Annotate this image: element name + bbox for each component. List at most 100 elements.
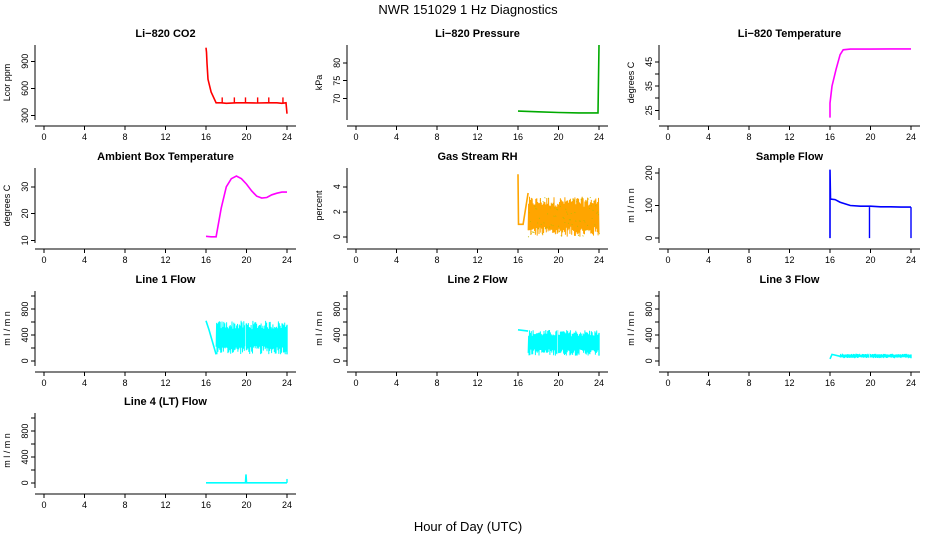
- y-tick-label: 600: [20, 81, 30, 96]
- x-tick-label: 0: [41, 500, 46, 510]
- panel-title: Line 3 Flow: [760, 274, 820, 286]
- y-tick-label: 0: [332, 358, 342, 363]
- x-tick-label: 24: [906, 255, 916, 265]
- plot-area: [517, 44, 600, 114]
- x-tick-label: 20: [865, 255, 875, 265]
- y-axis-label: degrees C: [626, 61, 636, 103]
- x-tick-label: 4: [706, 255, 711, 265]
- y-tick-label: 400: [20, 449, 30, 464]
- series-line: [829, 353, 841, 360]
- panel-line4: Line 4 (LT) Flow m l / m n 0 4 8 12 16 20 24 0 400…: [2, 396, 296, 510]
- panel-line1: Line 1 Flow m l / m n 0 4 8 12 16 20 24 0 400 800: [2, 274, 296, 388]
- panel-temperature: Li−820 Temperature degrees C 0 4 8 12 16 20 24 25…: [626, 28, 920, 142]
- x-tick-label: 20: [553, 255, 563, 265]
- x-tick-label: 24: [282, 132, 292, 142]
- plot-area: [206, 474, 288, 484]
- x-tick-label: 4: [706, 378, 711, 388]
- y-tick-label: 0: [20, 480, 30, 485]
- y-tick-label: 200: [644, 165, 654, 180]
- y-tick-label: 35: [644, 81, 654, 91]
- x-tick-label: 0: [353, 378, 358, 388]
- panel-title: Li−820 CO2: [135, 28, 195, 40]
- series-line: [517, 174, 529, 226]
- series-noise-band: [527, 196, 600, 237]
- series-line: [206, 474, 287, 484]
- x-tick-label: 0: [665, 378, 670, 388]
- plot-area: [205, 47, 288, 114]
- y-axis-label: m l / m n: [2, 311, 12, 346]
- y-tick-label: 75: [332, 76, 342, 86]
- x-tick-label: 12: [160, 500, 170, 510]
- x-tick-label: 24: [594, 255, 604, 265]
- y-tick-label: 800: [644, 302, 654, 317]
- x-tick-label: 24: [282, 500, 292, 510]
- x-tick-label: 4: [82, 255, 87, 265]
- x-tick-label: 8: [434, 132, 439, 142]
- x-tick-label: 8: [122, 500, 127, 510]
- y-tick-label: 0: [644, 358, 654, 363]
- y-tick-label: 800: [20, 424, 30, 439]
- x-tick-label: 16: [513, 255, 523, 265]
- y-axis-label: kPa: [314, 75, 324, 91]
- panel-co2: Li−820 CO2 Lcor ppm 0 4 8 12 16 20 24 300 600 900: [2, 28, 296, 142]
- x-tick-label: 0: [665, 255, 670, 265]
- panel-title: Li−820 Temperature: [738, 28, 841, 40]
- y-tick-label: 400: [644, 327, 654, 342]
- x-tick-label: 16: [201, 500, 211, 510]
- panel-title: Sample Flow: [756, 151, 824, 163]
- x-tick-label: 20: [865, 132, 875, 142]
- x-tick-label: 8: [122, 378, 127, 388]
- y-tick-label: 300: [20, 108, 30, 123]
- x-tick-label: 20: [241, 255, 251, 265]
- panel-title: Ambient Box Temperature: [97, 151, 234, 163]
- x-tick-label: 0: [41, 378, 46, 388]
- x-tick-label: 4: [394, 255, 399, 265]
- y-tick-label: 0: [332, 234, 342, 239]
- y-tick-label: 400: [332, 327, 342, 342]
- y-tick-label: 10: [20, 235, 30, 245]
- y-tick-label: 45: [644, 57, 654, 67]
- y-tick-label: 20: [20, 209, 30, 219]
- series-line: [517, 44, 600, 114]
- panel-title: Gas Stream RH: [437, 151, 517, 163]
- series-noise-band: [215, 320, 288, 355]
- x-tick-label: 24: [282, 255, 292, 265]
- y-axis-label: m l / m n: [314, 311, 324, 346]
- x-tick-label: 4: [82, 500, 87, 510]
- x-tick-label: 0: [353, 132, 358, 142]
- series-noise-band: [839, 353, 912, 359]
- panel-line2: Line 2 Flow m l / m n 0 4 8 12 16 20 24 0 400 800: [314, 274, 608, 388]
- series-line: [517, 329, 529, 332]
- x-tick-label: 12: [160, 132, 170, 142]
- x-tick-label: 12: [472, 255, 482, 265]
- series-noise-band: [527, 329, 600, 356]
- y-tick-label: 800: [20, 302, 30, 317]
- y-tick-label: 2: [332, 209, 342, 214]
- plot-area: [829, 48, 911, 118]
- x-tick-label: 20: [865, 378, 875, 388]
- x-tick-label: 20: [241, 132, 251, 142]
- x-tick-label: 8: [746, 132, 751, 142]
- y-tick-label: 0: [644, 236, 654, 241]
- x-tick-label: 12: [784, 255, 794, 265]
- plot-area: [205, 175, 287, 238]
- y-tick-label: 800: [332, 302, 342, 317]
- y-tick-label: 4: [332, 184, 342, 189]
- x-tick-label: 8: [122, 132, 127, 142]
- series-line: [829, 48, 911, 118]
- panel-pressure: Li−820 Pressure kPa 0 4 8 12 16 20 24 70 75 80: [314, 28, 608, 142]
- x-tick-label: 20: [553, 132, 563, 142]
- x-tick-label: 8: [434, 378, 439, 388]
- x-tick-label: 16: [825, 378, 835, 388]
- series-line: [205, 320, 217, 355]
- y-axis-label: m l / m n: [626, 311, 636, 346]
- x-tick-label: 0: [41, 132, 46, 142]
- x-tick-label: 8: [434, 255, 439, 265]
- panel-title: Line 2 Flow: [448, 274, 508, 286]
- x-tick-label: 4: [394, 378, 399, 388]
- plot-area: [829, 353, 912, 360]
- x-tick-label: 24: [906, 378, 916, 388]
- y-axis-label: Lcor ppm: [2, 64, 12, 102]
